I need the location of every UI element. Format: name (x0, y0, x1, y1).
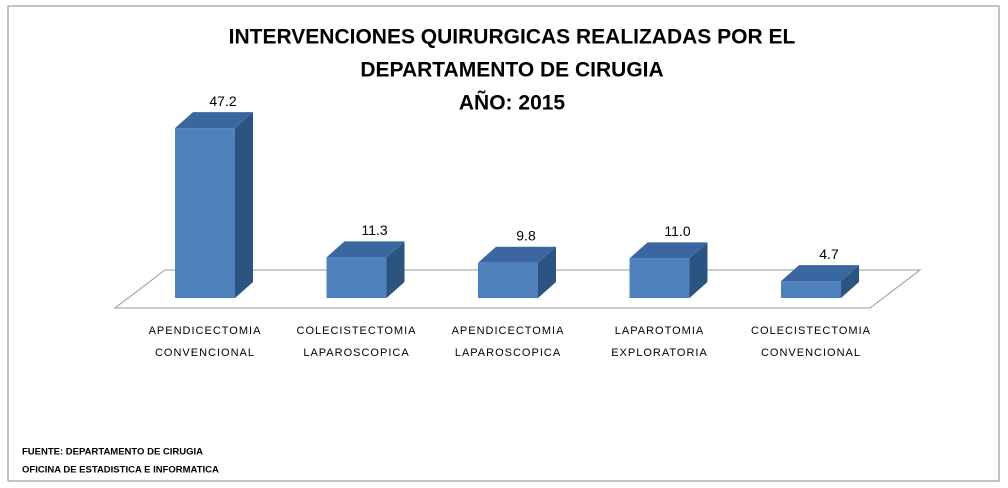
bar-top (781, 265, 859, 282)
chart-title: INTERVENCIONES QUIRURGICAS REALIZADAS PO… (229, 26, 796, 49)
bar (326, 257, 387, 298)
data-label: 11.3 (361, 222, 387, 238)
bar (781, 281, 841, 298)
bar-side (841, 265, 859, 298)
data-label: 4.7 (819, 246, 839, 262)
data-label: 11.0 (664, 223, 690, 239)
x-tick-label: COLECISTECTOMIA CONVENCIONAL (751, 325, 871, 359)
bar-top (629, 242, 708, 259)
bar (478, 262, 538, 298)
bar-side (235, 112, 253, 298)
data-label: 9.8 (516, 227, 536, 243)
chart-title: DEPARTAMENTO DE CIRUGIA (360, 59, 663, 82)
source-note: OFICINA DE ESTADISTICA E INFORMATICA (22, 465, 219, 476)
source-note: FUENTE: DEPARTAMENTO DE CIRUGIA (22, 447, 203, 458)
x-tick-label: LAPAROTOMIA EXPLORATORIA (611, 325, 708, 359)
x-tick-label: APENDICECTOMIA CONVENCIONAL (149, 325, 262, 359)
bar-top (175, 112, 253, 129)
chart-border (7, 5, 1000, 482)
data-label: 47.2 (209, 93, 236, 109)
bar (629, 258, 690, 298)
bar-side (386, 241, 405, 298)
bar-top (478, 246, 556, 263)
chart-title: AÑO: 2015 (459, 92, 566, 115)
bar-side (689, 242, 708, 298)
bar-top (326, 241, 405, 258)
x-tick-label: APENDICECTOMIA LAPAROSCOPICA (452, 325, 565, 359)
bar-side (538, 246, 556, 298)
bar (175, 128, 235, 298)
x-tick-label: COLECISTECTOMIA LAPAROSCOPICA (297, 325, 417, 359)
